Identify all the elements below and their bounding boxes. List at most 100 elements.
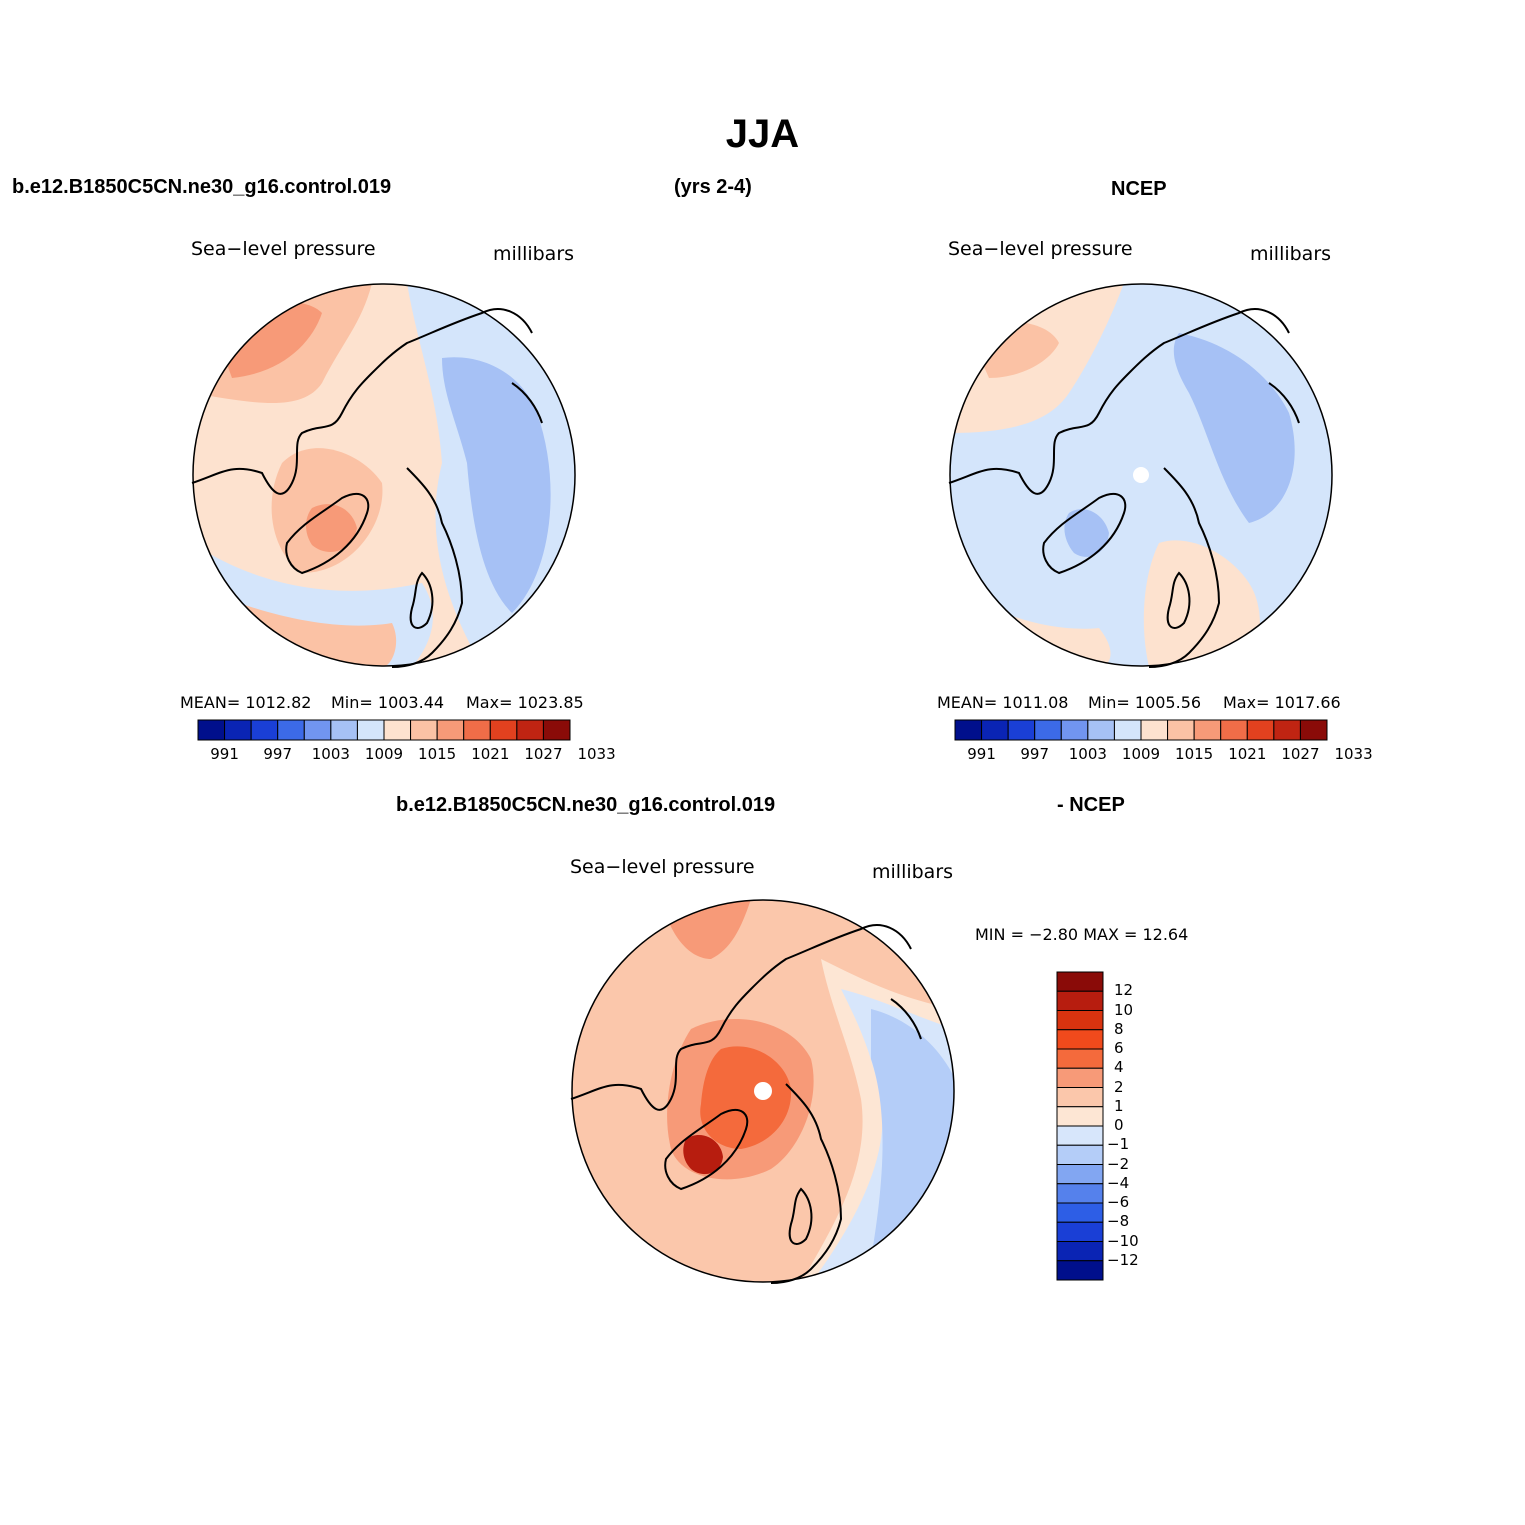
- figure-title: JJA: [725, 112, 800, 156]
- model-colorbar-box: [250, 719, 279, 741]
- diff-colorbar-tick-label: 2: [1114, 1077, 1124, 1096]
- diff-colorbar-box: [1056, 1183, 1104, 1204]
- model-colorbar-tick-label: 991: [210, 745, 239, 763]
- model-colorbar-tick-label: 1009: [364, 745, 404, 763]
- obs-colorbar-box: [1167, 719, 1195, 741]
- obs-variable-label: Sea−level pressure: [948, 238, 1133, 260]
- obs-max-text: Max= 1017.66: [1223, 693, 1341, 712]
- diff-colorbar-box: [1056, 1202, 1104, 1223]
- diff-colorbar-box: [1056, 1125, 1104, 1146]
- years-header: (yrs 2-4): [674, 176, 752, 198]
- obs-colorbar-tick-label: 1027: [1281, 745, 1320, 763]
- diff-coastlines: [570, 924, 922, 1284]
- model-units-label: millibars: [493, 243, 575, 265]
- diff-colorbar-box: [1056, 1106, 1104, 1127]
- diff-colorbar-box: [1056, 1221, 1104, 1242]
- obs-name-header: NCEP: [1111, 178, 1167, 200]
- diff-colorbar-tick-label: −10: [1107, 1231, 1139, 1250]
- model-colorbar-box: [277, 719, 305, 741]
- model-colorbar-box: [197, 719, 226, 741]
- obs-colorbar-box: [1034, 719, 1062, 741]
- diff-colorbar-box: [1056, 1260, 1104, 1281]
- diff-colorbar-box: [1056, 1029, 1104, 1050]
- model-mean-text: MEAN= 1012.82: [180, 693, 312, 712]
- obs-colorbar-tick-label: 1009: [1121, 745, 1161, 763]
- diff-colorbar-tick-label: −12: [1107, 1250, 1139, 1269]
- diff-field: [572, 900, 954, 1282]
- model-colorbar-box: [356, 719, 385, 741]
- obs-colorbar-box: [1220, 719, 1248, 741]
- obs-min-text: Min= 1005.56: [1088, 693, 1202, 712]
- obs-colorbar-box: [1087, 719, 1115, 741]
- obs-colorbar-tick-label: 991: [967, 745, 996, 763]
- obs-colorbar-box: [1113, 719, 1142, 741]
- model-polar-map: [191, 283, 576, 668]
- diff-minmax-text: MIN = −2.80 MAX = 12.64: [975, 925, 1189, 944]
- model-colorbar: [197, 719, 571, 741]
- obs-colorbar-tick-label: 1003: [1068, 745, 1107, 763]
- obs-colorbar-tick-label: 1021: [1228, 745, 1267, 763]
- diff-arctic-core: [700, 1046, 792, 1149]
- diff-colorbar-box: [1056, 990, 1104, 1011]
- diff-units-label: millibars: [872, 861, 954, 883]
- model-colorbar-box: [410, 719, 438, 741]
- model-colorbar-box: [463, 719, 491, 741]
- diff-map-border: [571, 899, 955, 1283]
- model-colorbar-tick-label: 1003: [311, 745, 350, 763]
- diff-colorbar-box: [1056, 1241, 1104, 1262]
- diff-colorbar-box: [1056, 1164, 1104, 1185]
- obs-atlantic-east: [1143, 540, 1260, 666]
- diff-colorbar-box: [1056, 1048, 1104, 1069]
- obs-colorbar-box: [1140, 719, 1169, 741]
- model-variable-label: Sea−level pressure: [191, 238, 376, 260]
- diff-colorbar-tick-label: 8: [1114, 1019, 1124, 1038]
- diff-colorbar-tick-label: 6: [1114, 1039, 1124, 1057]
- model-colorbar-box: [330, 719, 358, 741]
- model-colorbar-tick-label: 997: [263, 745, 293, 763]
- diff-greenland-max: [683, 1135, 723, 1175]
- model-colorbar-box: [224, 719, 252, 741]
- obs-colorbar-box: [954, 719, 983, 741]
- diff-colorbar-tick-label: −6: [1107, 1193, 1130, 1211]
- obs-colorbar-box: [1299, 719, 1328, 741]
- model-greenland-core: [306, 504, 357, 552]
- obs-greenland-low: [1064, 509, 1109, 557]
- diff-colorbar-tick-label: −1: [1107, 1135, 1130, 1154]
- model-colorbar-tick-label: 1027: [524, 745, 563, 763]
- obs-map-border: [949, 283, 1333, 667]
- diff-variable-label: Sea−level pressure: [570, 856, 755, 878]
- diff-colorbar-tick-label: −8: [1107, 1212, 1130, 1231]
- obs-colorbar-box: [1007, 719, 1036, 741]
- diff-colorbar-tick-label: −4: [1107, 1173, 1130, 1192]
- diff-colorbar-box: [1056, 1067, 1104, 1088]
- model-min-text: Min= 1003.44: [331, 693, 445, 712]
- model-colorbar-box: [383, 719, 412, 741]
- obs-colorbar-tick-label: 1033: [1334, 745, 1373, 763]
- case-name-header: b.e12.B1850C5CN.ne30_g16.control.019: [12, 176, 392, 198]
- obs-units-label: millibars: [1250, 243, 1332, 265]
- model-colorbar-box: [542, 719, 571, 741]
- model-coastlines: [191, 308, 543, 668]
- model-siberia-core: [442, 357, 551, 613]
- obs-colorbar: [954, 719, 1328, 741]
- model-colorbar-tick-label: 1021: [471, 745, 510, 763]
- obs-colorbar-box: [1193, 719, 1222, 741]
- diff-colorbar-box: [1056, 1144, 1104, 1165]
- model-colorbar-tick-label: 1015: [418, 745, 457, 763]
- diff-colorbar-box: [1056, 971, 1104, 992]
- model-map-border: [192, 283, 576, 667]
- model-colorbar-box: [436, 719, 465, 741]
- obs-mean-text: MEAN= 1011.08: [937, 693, 1069, 712]
- diff-suffix-header: - NCEP: [1057, 794, 1125, 816]
- obs-colorbar-box: [1246, 719, 1275, 741]
- model-max-text: Max= 1023.85: [466, 693, 584, 712]
- diff-colorbar-tick-label: 10: [1114, 1000, 1134, 1019]
- obs-colorbar-tick-label: 1015: [1175, 745, 1214, 763]
- model-colorbar-tick-label: 1033: [577, 745, 616, 763]
- model-colorbar-box: [516, 719, 544, 741]
- obs-colorbar-box: [1060, 719, 1089, 741]
- obs-colorbar-box: [981, 719, 1009, 741]
- diff-colorbar-tick-label: 12: [1114, 981, 1134, 1000]
- obs-polar-map: [948, 283, 1333, 668]
- diff-pole-hole: [754, 1082, 772, 1100]
